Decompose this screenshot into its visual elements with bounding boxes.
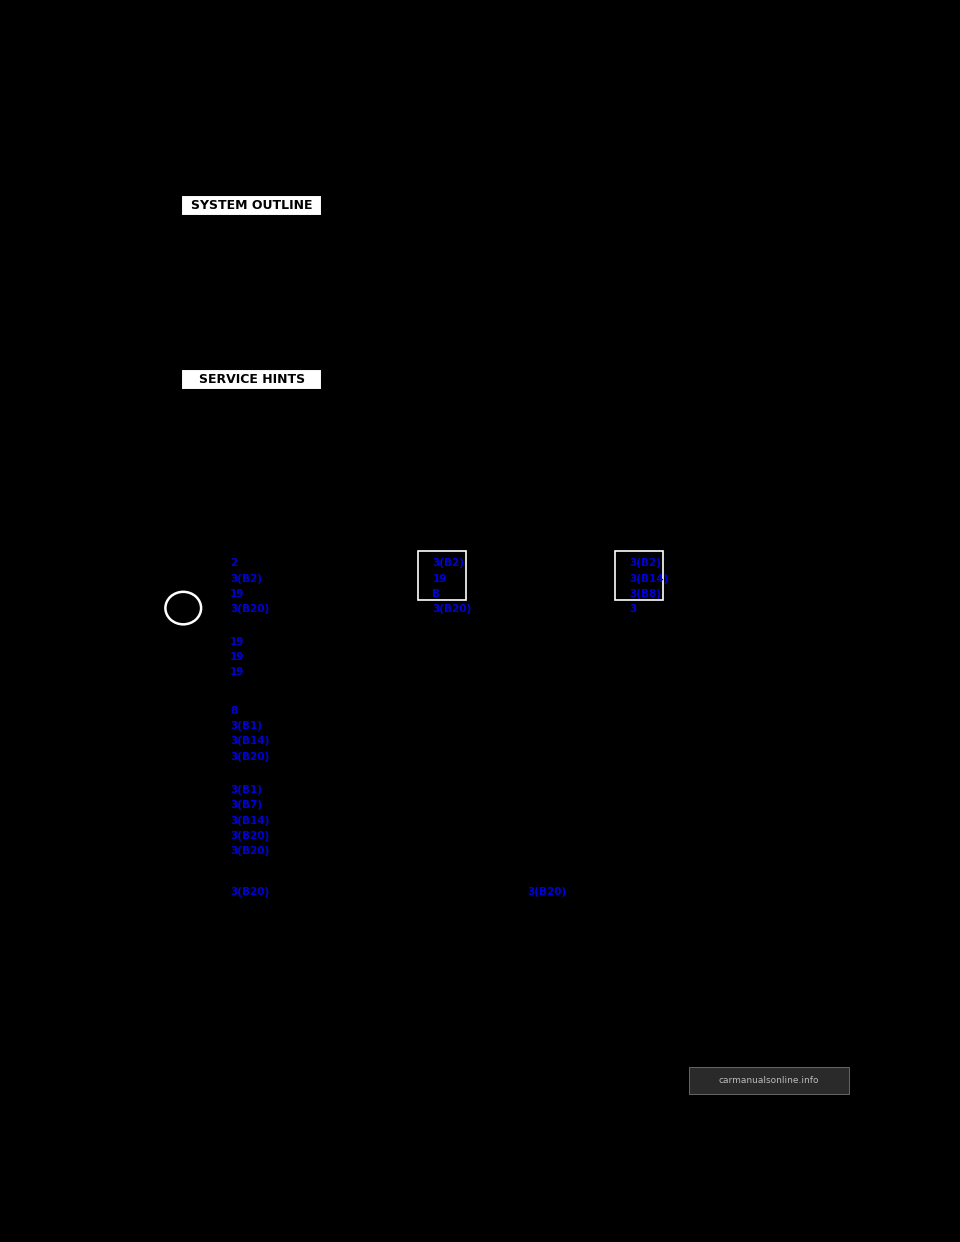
Text: 3(B14): 3(B14) [230,737,270,746]
Text: 19: 19 [230,667,245,677]
Bar [418,550,466,600]
Text: 19: 19 [230,589,245,599]
Text: 2: 2 [230,559,237,569]
Text: 3: 3 [630,605,636,615]
Text: 3(B20): 3(B20) [528,887,567,897]
Text: 3(B20): 3(B20) [230,846,270,856]
Text: 3(B2): 3(B2) [230,574,262,584]
Bar [181,369,323,390]
Text: 3(B14): 3(B14) [230,816,270,826]
Text: 3(B2): 3(B2) [630,559,661,569]
Text: B: B [432,589,441,599]
Text: 3(B20): 3(B20) [230,887,270,897]
Text: 3(B2): 3(B2) [432,559,465,569]
Text: 19: 19 [230,652,245,662]
Text: 3(B7): 3(B7) [230,800,262,810]
Text: SYSTEM OUTLINE: SYSTEM OUTLINE [191,199,312,212]
Text: SERVICE HINTS: SERVICE HINTS [199,373,304,386]
Text: 3(B1): 3(B1) [230,785,262,795]
Text: 3(B14): 3(B14) [630,574,669,584]
Bar [614,550,663,600]
Text: 3(B8): 3(B8) [630,589,661,599]
Text: 19: 19 [230,637,245,647]
Text: 3(B20): 3(B20) [230,751,270,761]
Text: 3(B20): 3(B20) [230,831,270,841]
Text: 3(B20): 3(B20) [432,605,471,615]
Bar [181,195,323,216]
Text: 19: 19 [432,574,446,584]
Bar [689,1067,849,1094]
Text: 3(B20): 3(B20) [230,605,270,615]
Text: carmanualsonline.info: carmanualsonline.info [719,1076,820,1086]
Text: 3(B1): 3(B1) [230,720,262,732]
Text: 8: 8 [230,705,237,715]
